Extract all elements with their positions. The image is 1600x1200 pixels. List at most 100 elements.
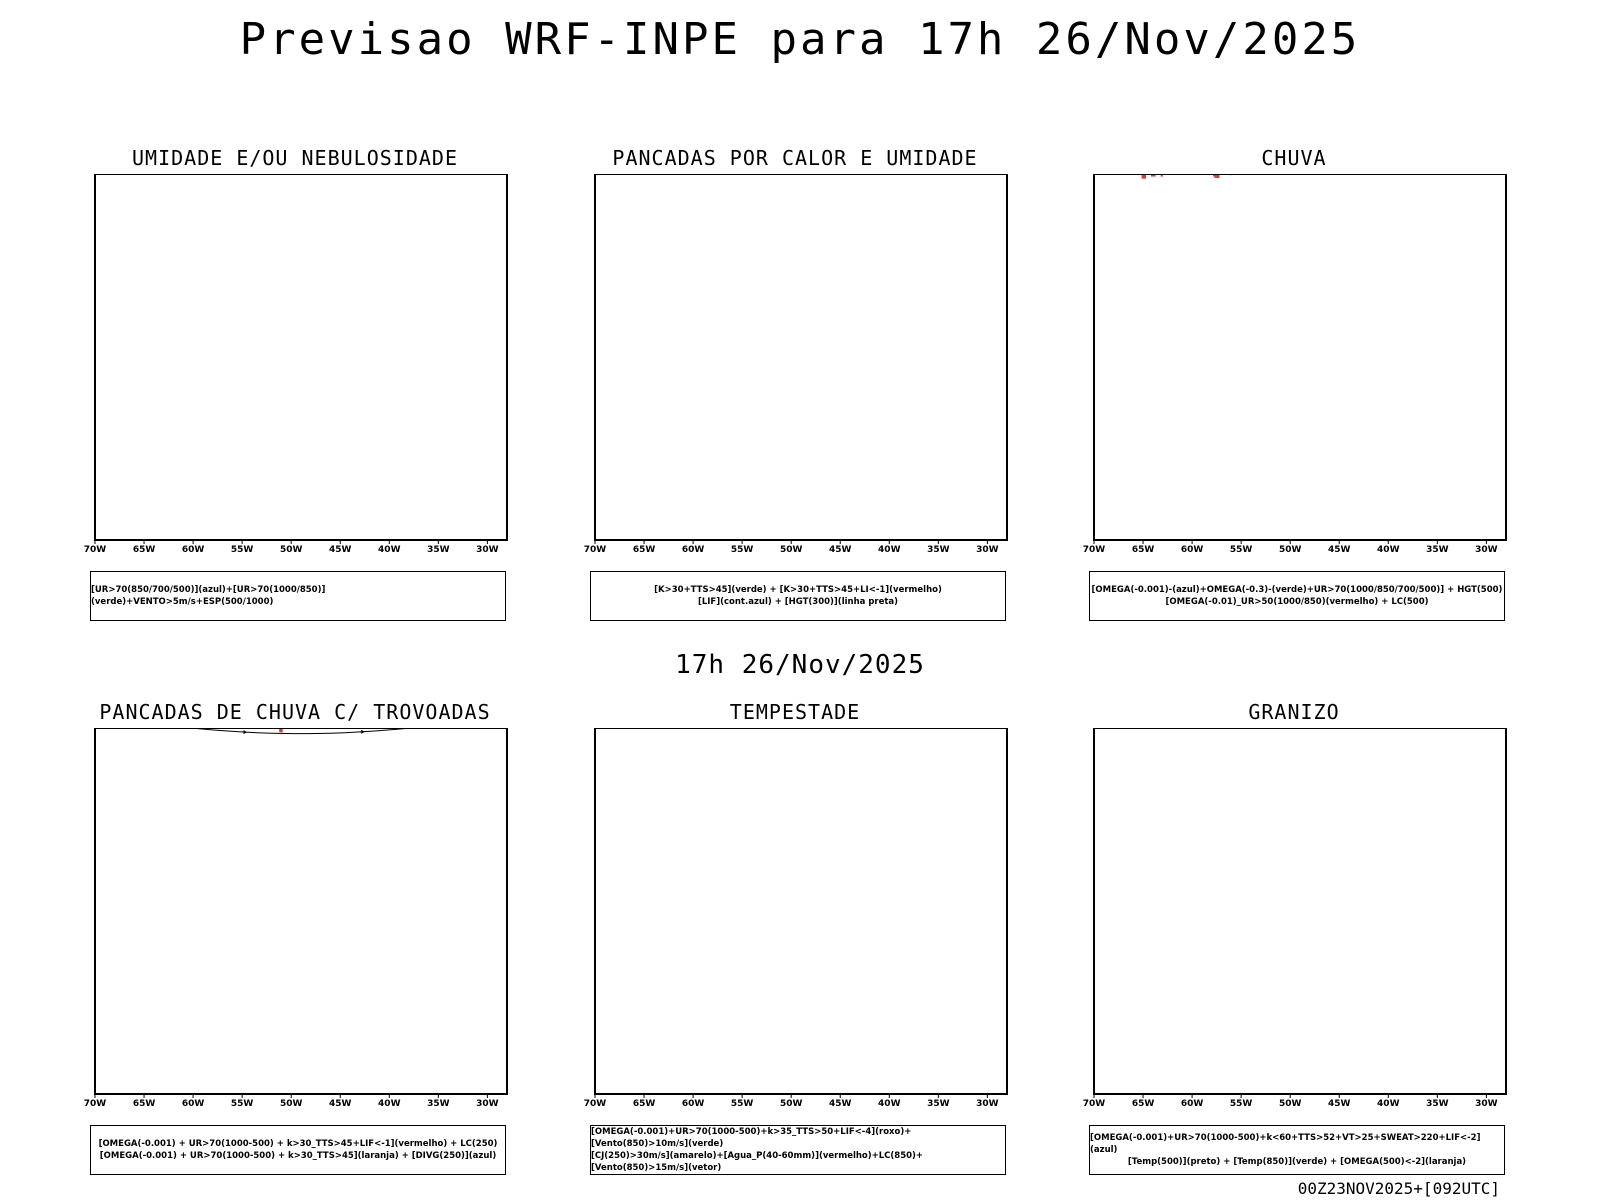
lon-tick-label: 65W <box>633 1099 656 1108</box>
lon-tick-label: 60W <box>182 545 205 554</box>
model-run-label: 00Z23NOV2025+[092UTC] <box>1297 1179 1500 1198</box>
map-axes: 12S15S18S21S24S27S30S33S36S39S42S70W65W6… <box>1083 728 1507 1108</box>
lon-tick-label: 55W <box>731 545 754 554</box>
lon-tick-label: 45W <box>329 1099 352 1108</box>
lon-tick-label: 70W <box>584 545 607 554</box>
lon-tick-label: 70W <box>84 545 107 554</box>
map-frame <box>594 728 1008 1095</box>
lon-tick-label: 50W <box>780 1099 803 1108</box>
legend-line: [OMEGA(-0.001)-(azul)+OMEGA(-0.3)-(verde… <box>1091 585 1503 595</box>
lon-tick-label: 60W <box>682 1099 705 1108</box>
lon-tick-label: 45W <box>829 1099 852 1108</box>
map-tempestade: 12S15S18S21S24S27S30S33S36S39S42S70W65W6… <box>584 728 1008 1108</box>
lon-tick-label: 50W <box>1279 1099 1302 1108</box>
lon-tick-label: 35W <box>427 1099 450 1108</box>
panel-legend: [OMEGA(-0.001) + UR>70(1000-500) + k>30_… <box>90 1125 506 1175</box>
map-axes: 12S15S18S21S24S27S30S33S36S39S42S70W65W6… <box>84 728 508 1108</box>
panel-title: PANCADAS DE CHUVA C/ TROVOADAS <box>99 700 491 724</box>
lon-tick-label: 45W <box>329 545 352 554</box>
panel-chuva: CHUVA 57657657357658212S15S18S21S24S27S3… <box>1054 146 1534 626</box>
lon-tick-label: 60W <box>1181 1099 1204 1108</box>
lon-tick-label: 65W <box>1132 545 1155 554</box>
lon-tick-label: 55W <box>731 1099 754 1108</box>
main-title: Previsao WRF-INPE para 17h 26/Nov/2025 <box>239 14 1361 65</box>
red-speckle <box>279 728 283 733</box>
legend-line: [OMEGA(-0.001) + UR>70(1000-500) + k>30_… <box>99 1151 497 1161</box>
lon-tick-label: 70W <box>1083 1099 1106 1108</box>
legend-line: [OMEGA(-0.001)+UR>70(1000-500)+k>35_TTS>… <box>591 1127 912 1149</box>
panel-umidade: UMIDADE E/OU NEBULOSIDADE 10041004100410… <box>55 146 535 626</box>
panel-pancadas-calor: PANCADAS POR CALOR E UMIDADE 96009600952… <box>555 146 1035 626</box>
lon-tick-label: 70W <box>84 1099 107 1108</box>
lon-tick-label: 50W <box>280 545 303 554</box>
map-axes: 12S15S18S21S24S27S30S33S36S39S42S70W65W6… <box>584 174 1008 554</box>
legend-line: [OMEGA(-0.001)+UR>70(1000-500)+k<60+TTS>… <box>1090 1133 1481 1155</box>
lon-tick-label: 30W <box>1475 545 1498 554</box>
legend-line: [Temp(500)](preto) + [Temp(850)](verde) … <box>1127 1157 1467 1167</box>
legend-line: [K>30+TTS>45](verde) + [K>30+TTS>45+LI<-… <box>654 585 942 595</box>
lon-tick-label: 40W <box>1377 545 1400 554</box>
lon-tick-label: 30W <box>476 545 499 554</box>
map-trovoadas: 12S15S18S21S24S27S30S33S36S39S42S70W65W6… <box>84 728 508 1108</box>
lon-tick-label: 35W <box>1426 1099 1449 1108</box>
lon-tick-label: 50W <box>1279 545 1302 554</box>
map-umidade: 1004100410041008100810121012101610201008… <box>84 174 508 554</box>
lon-tick-label: 60W <box>182 1099 205 1108</box>
red-speckle <box>1150 174 1156 177</box>
panel-title: CHUVA <box>1261 146 1327 170</box>
legend-line: [OMEGA(-0.001) + UR>70(1000-500) + k>30_… <box>98 1139 498 1149</box>
map-axes: 12S15S18S21S24S27S30S33S36S39S42S70W65W6… <box>1083 174 1507 554</box>
lon-tick-label: 30W <box>476 1099 499 1108</box>
streamline <box>186 728 416 735</box>
legend-line: [LIF](cont.azul) + [HGT(300)](linha pret… <box>697 597 899 607</box>
lon-tick-label: 65W <box>133 545 156 554</box>
lon-tick-label: 45W <box>829 545 852 554</box>
map-frame <box>1093 174 1507 541</box>
legend-line: [OMEGA(-0.01)_UR>50(1000/850)(vermelho) … <box>1165 597 1429 607</box>
lon-tick-label: 55W <box>231 545 254 554</box>
panel-trovoadas: PANCADAS DE CHUVA C/ TROVOADAS 12S15S18S… <box>55 700 535 1180</box>
lon-tick-label: 35W <box>927 1099 950 1108</box>
lon-tick-label: 40W <box>378 1099 401 1108</box>
lon-tick-label: 65W <box>133 1099 156 1108</box>
legend-line: [UR>70(850/700/500)](azul)+[UR>70(1000/8… <box>91 585 326 607</box>
lon-tick-label: 60W <box>1181 545 1204 554</box>
lon-tick-label: 35W <box>427 545 450 554</box>
lon-tick-label: 35W <box>1426 545 1449 554</box>
panel-legend: [OMEGA(-0.001)-(azul)+OMEGA(-0.3)-(verde… <box>1089 571 1505 621</box>
panel-title: TEMPESTADE <box>729 700 861 724</box>
lon-tick-label: 30W <box>976 545 999 554</box>
lon-tick-label: 50W <box>280 1099 303 1108</box>
lon-tick-label: 30W <box>1475 1099 1498 1108</box>
lon-tick-label: 60W <box>682 545 705 554</box>
lon-tick-label: 35W <box>927 545 950 554</box>
map-pancadas-calor: 9600960095209600952094409520944094409440… <box>584 174 1008 554</box>
lon-tick-label: 55W <box>231 1099 254 1108</box>
forecast-date-label: 17h 26/Nov/2025 <box>675 650 925 680</box>
lon-tick-label: 45W <box>1328 1099 1351 1108</box>
lon-tick-label: 70W <box>584 1099 607 1108</box>
lon-tick-label: 40W <box>878 545 901 554</box>
panel-legend: [OMEGA(-0.001)+UR>70(1000-500)+k<60+TTS>… <box>1089 1125 1505 1175</box>
map-frame <box>594 174 1008 541</box>
panel-tempestade: TEMPESTADE 12S15S18S21S24S27S30S33S36S39… <box>555 700 1035 1180</box>
lon-tick-label: 55W <box>1230 1099 1253 1108</box>
panel-legend: [K>30+TTS>45](verde) + [K>30+TTS>45+LI<-… <box>590 571 1006 621</box>
lon-tick-label: 45W <box>1328 545 1351 554</box>
wind-arrow-head <box>360 730 365 734</box>
red-speckle <box>1214 174 1220 178</box>
lon-tick-label: 55W <box>1230 545 1253 554</box>
lon-tick-label: 65W <box>1132 1099 1155 1108</box>
legend-line: [CJ(250)>30m/s](amarelo)+[Agua_P(40-60mm… <box>591 1151 924 1173</box>
lon-tick-label: 30W <box>976 1099 999 1108</box>
lon-tick-label: 50W <box>780 545 803 554</box>
panel-granizo: GRANIZO 2115121512-15-1512S15S18S21S24S2… <box>1054 700 1534 1180</box>
map-chuva: 57657657357658212S15S18S21S24S27S30S33S3… <box>1083 174 1507 554</box>
lon-tick-label: 40W <box>878 1099 901 1108</box>
map-granizo: 2115121512-15-1512S15S18S21S24S27S30S33S… <box>1083 728 1507 1108</box>
red-speckle <box>1213 174 1216 177</box>
wind-arrow-head <box>243 730 247 734</box>
lon-tick-label: 40W <box>378 545 401 554</box>
panel-title: UMIDADE E/OU NEBULOSIDADE <box>131 146 459 170</box>
panel-title: GRANIZO <box>1248 700 1340 724</box>
